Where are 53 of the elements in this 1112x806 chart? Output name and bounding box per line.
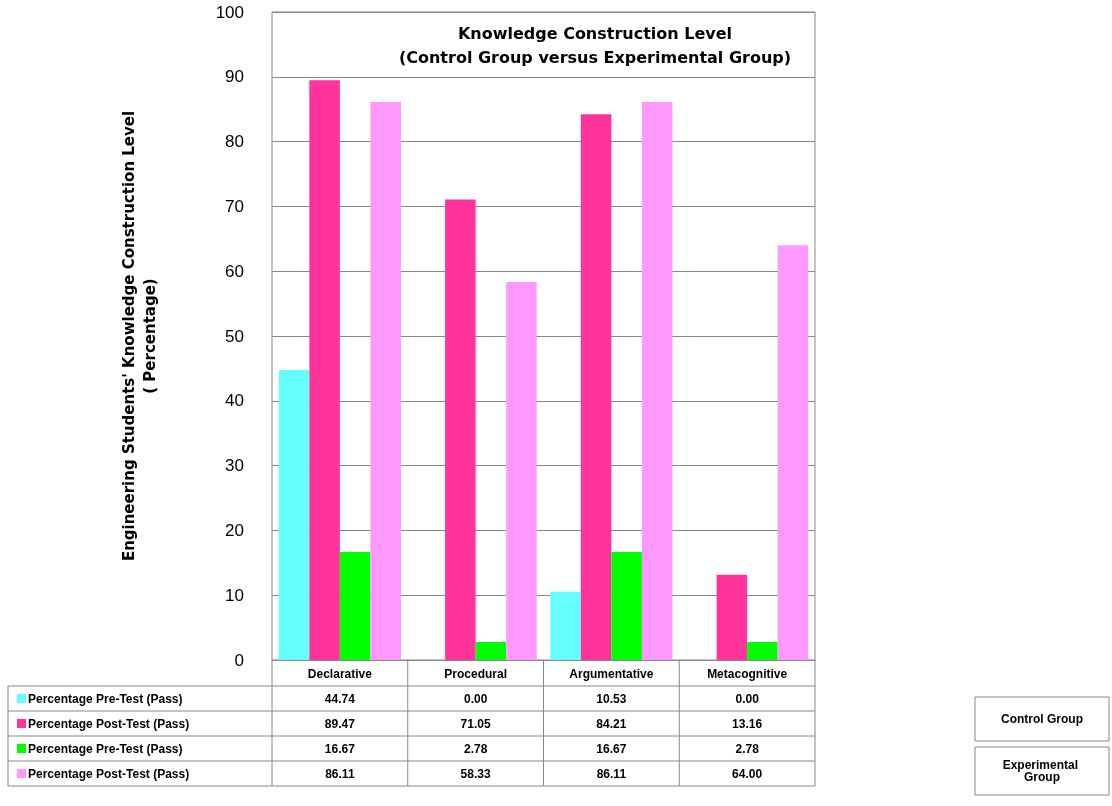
- data-label: 89.47: [324, 716, 356, 731]
- data-label: 13.16: [732, 716, 763, 731]
- bar: [550, 591, 581, 660]
- y-tick-label: 90: [225, 67, 244, 87]
- data-label: 16.67: [324, 741, 356, 756]
- bar: [580, 114, 612, 660]
- bar: [370, 102, 401, 660]
- y-tick-label: 80: [225, 132, 244, 152]
- text: Experimental Group: [1002, 758, 1082, 784]
- bar: [506, 282, 537, 660]
- legend-label: Percentage Pre-Test (Pass): [28, 741, 183, 756]
- y-tick-label: 50: [225, 326, 244, 346]
- data-label: 2.78: [463, 741, 488, 756]
- data-label: 0.00: [463, 691, 488, 706]
- data-label: 44.74: [324, 691, 356, 706]
- bar: [278, 370, 310, 660]
- x-tick-label: Procedural: [444, 667, 507, 681]
- bar: [716, 574, 748, 660]
- text: Knowledge Construction Level (Control Group versus Experimental Group): [398, 23, 792, 67]
- y-tick-label: 10: [225, 585, 244, 605]
- bar: [339, 551, 371, 660]
- bar: [641, 102, 673, 660]
- bar: [475, 641, 507, 660]
- bar: [309, 80, 340, 660]
- data-label: 10.53: [596, 691, 627, 706]
- data-label: 2.78: [735, 741, 760, 756]
- y-tick-label: 70: [225, 196, 244, 216]
- y-axis-title: Engineering Students' Knowledge Construction Level ( Percentage): [119, 110, 159, 562]
- y-tick-label: 100: [215, 2, 244, 22]
- bar: [445, 199, 476, 660]
- legend-label: Percentage Pre-Test (Pass): [28, 691, 183, 706]
- bar: [611, 551, 642, 660]
- y-tick-label: 60: [225, 261, 244, 281]
- data-label: 84.21: [596, 716, 627, 731]
- y-tick-label: 30: [225, 456, 244, 476]
- x-tick-label: Metacognitive: [707, 667, 788, 681]
- y-tick-label: 20: [225, 520, 244, 540]
- data-label: 86.11: [325, 766, 355, 781]
- y-tick-label: 0: [234, 650, 244, 670]
- data-label: 58.33: [460, 766, 491, 781]
- data-label: 0.00: [735, 691, 760, 706]
- legend-label: Percentage Post-Test (Pass): [28, 716, 190, 731]
- text: Control Group: [1001, 712, 1083, 726]
- data-label: 86.11: [596, 766, 627, 781]
- bar: [777, 245, 809, 660]
- data-label: 71.05: [460, 716, 491, 731]
- x-tick-label: Declarative: [307, 667, 373, 681]
- bar: [747, 641, 778, 660]
- data-label: 16.67: [596, 741, 627, 756]
- data-label: 64.00: [732, 766, 763, 781]
- y-tick-label: 40: [225, 391, 244, 411]
- x-tick-label: Argumentative: [569, 667, 654, 681]
- legend-label: Percentage Post-Test (Pass): [28, 766, 190, 781]
